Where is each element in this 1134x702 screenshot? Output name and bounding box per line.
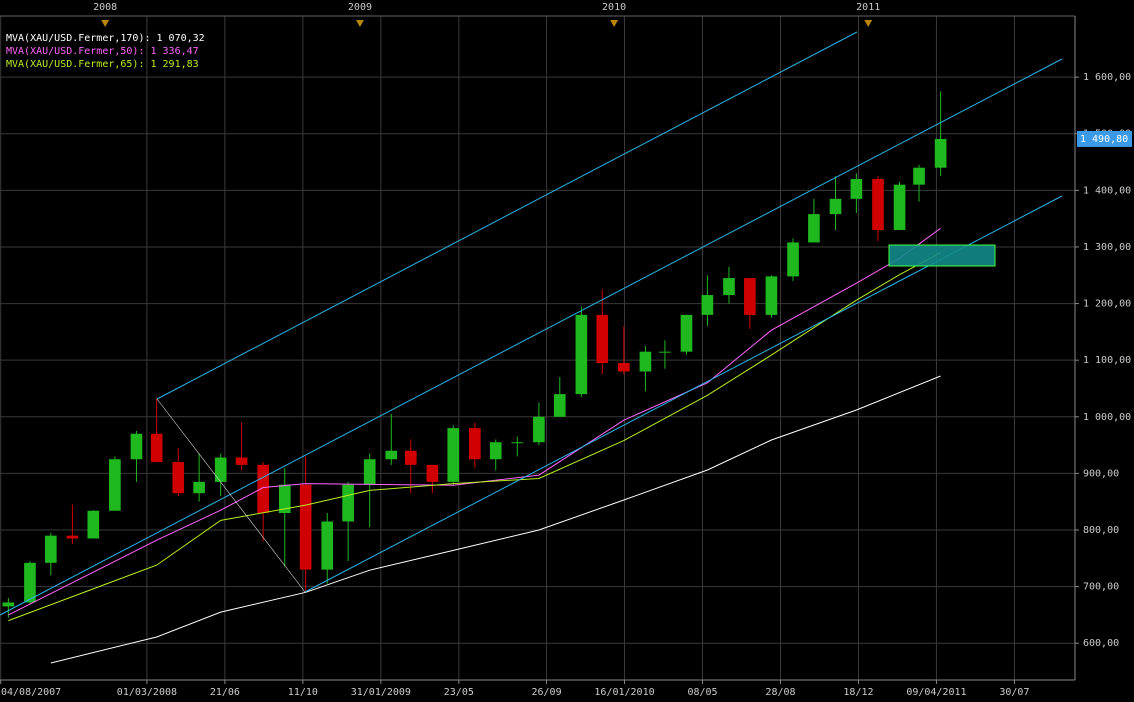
trend-line <box>156 31 858 400</box>
candle-body <box>533 416 545 443</box>
year-marker <box>864 20 873 27</box>
x-tick-label: 31/01/2009 <box>351 687 411 698</box>
x-tick-label: 28/08 <box>765 687 795 698</box>
x-tick-label: 16/01/2010 <box>594 687 654 698</box>
candle-body <box>659 351 671 353</box>
candle-body <box>639 351 652 372</box>
x-tick-label: 11/10 <box>288 687 318 698</box>
legend-entry: MVA(XAU/USD.Fermer,65): 1 291,83 <box>6 59 199 70</box>
x-tick-label: 21/06 <box>210 687 240 698</box>
candle-body <box>765 276 778 315</box>
ma-line <box>50 375 941 664</box>
candle-body <box>913 167 925 185</box>
y-tick-label: 1 400,00 <box>1083 185 1131 196</box>
legend-entry: MVA(XAU/USD.Fermer,170): 1 070,32 <box>6 33 205 44</box>
candle-body <box>235 457 248 465</box>
year-marker <box>101 20 110 27</box>
x-tick-label: 01/03/2008 <box>117 687 177 698</box>
candle-body <box>257 464 270 514</box>
candle-body <box>278 484 291 514</box>
candle-body <box>787 242 799 277</box>
grid <box>0 16 1075 680</box>
candle-body <box>426 464 439 482</box>
candle-body <box>342 484 354 522</box>
candle-body <box>872 179 884 230</box>
y-tick-label: 1 600,00 <box>1083 72 1131 83</box>
candle-body <box>850 179 863 199</box>
legend-entry: MVA(XAU/USD.Fermer,50): 1 336,47 <box>6 46 199 57</box>
year-label: 2010 <box>602 2 626 13</box>
candle-body <box>363 459 376 485</box>
y-tick-label: 600,00 <box>1083 638 1119 649</box>
y-tick-label: 1 100,00 <box>1083 355 1131 366</box>
candle-body <box>109 459 121 511</box>
y-tick-label: 1 000,00 <box>1083 412 1131 423</box>
y-tick-label: 900,00 <box>1083 468 1119 479</box>
year-label: 2008 <box>93 2 117 13</box>
x-tick-label: 30/07 <box>999 687 1029 698</box>
y-tick-label: 800,00 <box>1083 525 1119 536</box>
candle-body <box>385 450 398 460</box>
x-tick-label: 23/05 <box>444 687 474 698</box>
candle-body <box>2 602 15 607</box>
year-label: 2009 <box>348 2 372 13</box>
year-marker <box>355 20 364 27</box>
candle-body <box>299 484 312 570</box>
trend-line <box>156 398 306 593</box>
candle-body <box>618 363 630 372</box>
year-label: 2011 <box>856 2 880 13</box>
candle-body <box>469 428 481 460</box>
candle-body <box>934 138 947 168</box>
x-tick-label: 09/04/2011 <box>906 687 966 698</box>
x-tick-label: 08/05 <box>687 687 717 698</box>
last-price-label: 1 490,80 <box>1080 134 1128 145</box>
candle-body <box>808 214 820 243</box>
x-tick-label: 04/08/2007 <box>1 687 61 698</box>
candle-body <box>214 457 227 482</box>
candle-body <box>829 198 842 215</box>
candle-body <box>701 295 714 315</box>
candle-body <box>172 462 185 494</box>
candle-body <box>404 450 417 465</box>
candle-body <box>321 521 334 570</box>
candle-body <box>130 433 143 460</box>
candle-body <box>150 433 163 463</box>
candle-body <box>553 394 566 417</box>
x-tick-label: 26/09 <box>531 687 561 698</box>
last-price-box <box>1077 130 1132 147</box>
candle-body <box>511 442 524 444</box>
y-tick-label: 700,00 <box>1083 582 1119 593</box>
candle-body <box>66 535 79 539</box>
y-tick-label: 1 300,00 <box>1083 242 1131 253</box>
ma-line <box>8 227 941 616</box>
zone-box <box>888 244 996 267</box>
candle-body <box>680 314 693 352</box>
candle-body <box>193 481 205 494</box>
candle-body <box>575 314 588 395</box>
ma-line <box>8 252 941 622</box>
candle-body <box>489 442 502 460</box>
candle-body <box>723 278 735 296</box>
y-tick-label: 1 200,00 <box>1083 299 1131 310</box>
legend: MVA(XAU/USD.Fermer,170): 1 070,32 MVA(XAU… <box>6 33 205 70</box>
drawings <box>0 31 1063 616</box>
trend-line <box>0 58 1063 616</box>
year-marker <box>610 20 619 27</box>
candle-body <box>87 510 100 539</box>
x-tick-label: 18/12 <box>843 687 873 698</box>
candle-body <box>596 314 609 364</box>
candle-body <box>45 535 57 563</box>
plot <box>2 91 947 664</box>
candle-body <box>744 278 756 315</box>
candle-body <box>24 562 36 603</box>
candle-body <box>447 428 460 482</box>
candle-body <box>893 184 906 230</box>
